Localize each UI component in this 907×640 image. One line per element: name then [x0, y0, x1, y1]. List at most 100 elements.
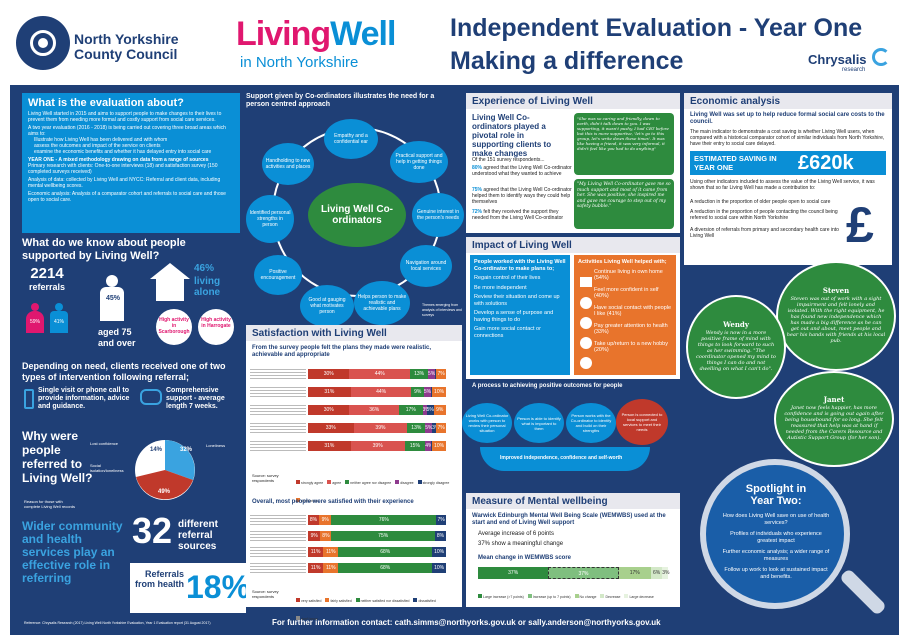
- magnifier-lens: [700, 459, 850, 609]
- chart2-source: Source: survey respondents: [252, 589, 279, 599]
- story-steven: Steven Steven was out of work with a sig…: [776, 261, 896, 371]
- activity-scarborough: High activity in Scarborough: [158, 317, 190, 335]
- legend-item: fairly satisfied: [325, 598, 352, 603]
- legend-swatch: [296, 480, 300, 484]
- health-pct: 18%: [186, 569, 251, 605]
- bar-row-label: [250, 387, 306, 397]
- pie-slice-isolation: [136, 470, 193, 500]
- economic-item: A diversion of referrals from primary an…: [690, 227, 839, 239]
- legend-item: disagree: [395, 480, 414, 485]
- bar-row: 33%39%13%5%3%7%: [308, 423, 446, 433]
- satisfaction-title: Satisfaction with Living Well: [252, 328, 387, 339]
- satisfaction-header: [246, 325, 462, 341]
- legend-swatch: [574, 594, 579, 598]
- bar-segment: [430, 441, 433, 451]
- coordinators-note: Themes emerging from analysis of intervi…: [422, 303, 462, 317]
- bar-segment: 5%: [425, 423, 433, 433]
- bar-segment: 76%: [331, 515, 437, 525]
- legend-item: don't know: [296, 498, 318, 503]
- quote-1: "She was so caring and friendly, down to…: [577, 116, 669, 151]
- bar-segment: 10%: [432, 387, 446, 397]
- speech-bubble-icon: [140, 389, 162, 405]
- bar-segment: 30%: [308, 369, 350, 379]
- economic-item: A reduction in the proportion of people …: [690, 209, 838, 221]
- bar-segment: 9%: [433, 405, 446, 415]
- heart-icon: [580, 337, 592, 349]
- coordinators-center-label: Living Well Co-ordinators: [320, 204, 394, 226]
- bar-segment: 11%: [323, 563, 339, 573]
- bar-segment: 9%: [411, 387, 424, 397]
- bar-segment: 9%: [319, 515, 332, 525]
- bar-segment: 7%: [436, 369, 446, 379]
- referrals-label: referrals: [28, 282, 66, 292]
- evaluation-p2: A two year evaluation (2016 - 2018) is b…: [28, 125, 226, 137]
- brand-well: Well: [330, 15, 396, 53]
- legend-swatch: [395, 480, 400, 484]
- bar-segment: 3%: [422, 405, 427, 415]
- evaluation-panel: What is the evaluation about? Living Wel…: [22, 93, 240, 233]
- impact-right-item: Have social contact with people I like (…: [594, 304, 672, 318]
- experience-title: Experience of Living Well: [472, 96, 593, 107]
- legend-item: Large decrease: [624, 594, 654, 599]
- legend-swatch: [355, 598, 360, 602]
- people-icon: [580, 317, 592, 329]
- bar-segment: 68%: [338, 563, 433, 573]
- bar-row-label: [250, 405, 306, 415]
- bar-segment: 9%: [308, 531, 321, 541]
- footer-contact: For further information contact: cath.si…: [272, 618, 661, 627]
- stat1-pct: 80%: [472, 165, 483, 171]
- legend-swatch: [527, 594, 532, 598]
- pound-icon: £: [846, 197, 874, 253]
- brand-living: Living: [236, 15, 331, 53]
- legend-swatch: [417, 480, 422, 484]
- wemwbs-chart: 37% 37% 17% 6% 3%: [478, 567, 670, 579]
- process-step: Person is able to identify what is impor…: [514, 403, 564, 443]
- health-label: Referrals from health: [134, 569, 184, 589]
- coordinator-item: Navigation around local services: [400, 245, 452, 287]
- wemwbs-segment: 3%: [662, 567, 670, 579]
- evaluation-p4: Primary research with clients: One-to-on…: [28, 163, 218, 175]
- legend-item: No change: [574, 594, 596, 599]
- bar-segment: 10%: [432, 563, 446, 573]
- bar-row-label: [250, 515, 306, 525]
- smile-icon: [580, 297, 592, 309]
- why-footnote: Reason for those with complete Living We…: [24, 499, 76, 509]
- bar-segment: 13%: [410, 369, 429, 379]
- process-step: Person works with the Co-ordinator to id…: [566, 403, 616, 443]
- legend-swatch: [600, 594, 605, 598]
- impact-panel: Impact of Living Well People worked with…: [466, 237, 680, 379]
- activity-harrogate: High activity in Harrogate: [201, 317, 231, 329]
- pie-value-1: 14%: [150, 447, 163, 453]
- bar-segment: 4%: [425, 441, 431, 451]
- wellbeing-title: Measure of Mental wellbeing: [472, 496, 608, 507]
- quote-box-2: "My Living Well Co-ordinator gave me so …: [574, 179, 674, 229]
- rose-icon: [30, 30, 56, 56]
- process-arrow: [480, 447, 650, 471]
- stat2-pct: 75%: [472, 187, 483, 193]
- bar-segment: 30%: [308, 405, 350, 415]
- process-arrow-label: Improved independence, confidence and se…: [500, 455, 623, 461]
- impact-right-item: Pay greater attention to health (33%): [594, 322, 668, 336]
- bar-row-label: [250, 547, 306, 557]
- coordinators-center: Living Well Co-ordinators: [308, 183, 406, 247]
- female-pct: 59%: [29, 319, 40, 325]
- map-pin-harrogate: [198, 309, 234, 345]
- pie-label-2: Social isolation/loneliness: [90, 463, 124, 473]
- story-wendy: Wendy Wendy is now in a more positive fr…: [686, 295, 786, 399]
- evaluation-bullet: examine the economic benefits and whethe…: [34, 149, 212, 155]
- bar-segment: 68%: [338, 547, 433, 557]
- bar-segment: 8%: [320, 531, 332, 541]
- bar-segment: 11%: [323, 547, 339, 557]
- story-text: Janet now feels happier, has more confid…: [784, 405, 884, 441]
- why-title: Why were people referred to Living Well?: [22, 429, 93, 485]
- legend-item: Increase (up to 7 points): [527, 594, 571, 599]
- council-name-line1: North Yorkshire: [74, 31, 179, 47]
- legend-item: don't know: [296, 616, 318, 621]
- bar-row: 11% 11% 68% 10%: [308, 547, 446, 557]
- legend-item: neither agree nor disagree: [345, 480, 391, 485]
- wellbeing-b2: 37% show a meaningful change: [478, 541, 564, 547]
- bar-segment: 44%: [349, 369, 411, 379]
- experience-panel: Experience of Living Well Living Well Co…: [466, 93, 680, 233]
- story-text: Steven was out of work with a sight impa…: [786, 296, 886, 344]
- bar-row: 31% 44% 9% 5% 10%: [308, 387, 446, 397]
